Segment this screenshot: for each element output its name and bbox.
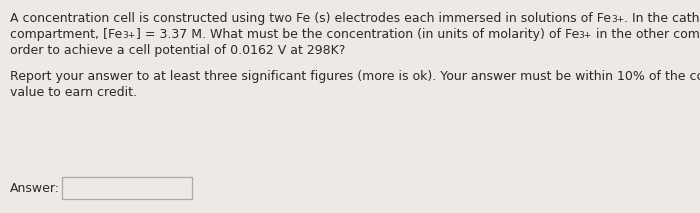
Text: . In the cathode: . In the cathode	[624, 12, 700, 25]
Text: ] = 3.37 M. What must be the concentration (in units of molarity) of Fe: ] = 3.37 M. What must be the concentrati…	[136, 28, 579, 41]
Text: compartment, [Fe: compartment, [Fe	[10, 28, 122, 41]
Bar	[62, 177, 192, 199]
Text: order to achieve a cell potential of 0.0162 V at 298K?: order to achieve a cell potential of 0.0…	[10, 44, 345, 57]
Text: 3+: 3+	[122, 31, 136, 40]
Text: value to earn credit.: value to earn credit.	[10, 86, 137, 99]
Text: Answer:: Answer:	[10, 181, 60, 194]
Text: Report your answer to at least three significant figures (more is ok). Your answ: Report your answer to at least three sig…	[10, 70, 700, 83]
Text: 3+: 3+	[611, 15, 624, 24]
Text: A concentration cell is constructed using two Fe (s) electrodes each immersed in: A concentration cell is constructed usin…	[10, 12, 611, 25]
Text: 3+: 3+	[579, 31, 592, 40]
Text: in the other compartment in: in the other compartment in	[592, 28, 700, 41]
